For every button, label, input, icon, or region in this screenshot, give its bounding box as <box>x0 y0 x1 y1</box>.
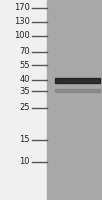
Text: 100: 100 <box>14 31 30 40</box>
Text: 55: 55 <box>19 60 30 70</box>
Text: 70: 70 <box>19 47 30 56</box>
Bar <box>55 88 100 92</box>
Text: 170: 170 <box>14 3 30 12</box>
Bar <box>0 0 47 200</box>
Bar <box>47 0 102 200</box>
Text: 10: 10 <box>19 158 30 166</box>
Text: 130: 130 <box>14 18 30 26</box>
Text: 15: 15 <box>19 136 30 144</box>
Text: 25: 25 <box>19 104 30 112</box>
Text: 40: 40 <box>19 75 30 84</box>
Bar <box>55 77 100 82</box>
Text: 35: 35 <box>19 86 30 96</box>
